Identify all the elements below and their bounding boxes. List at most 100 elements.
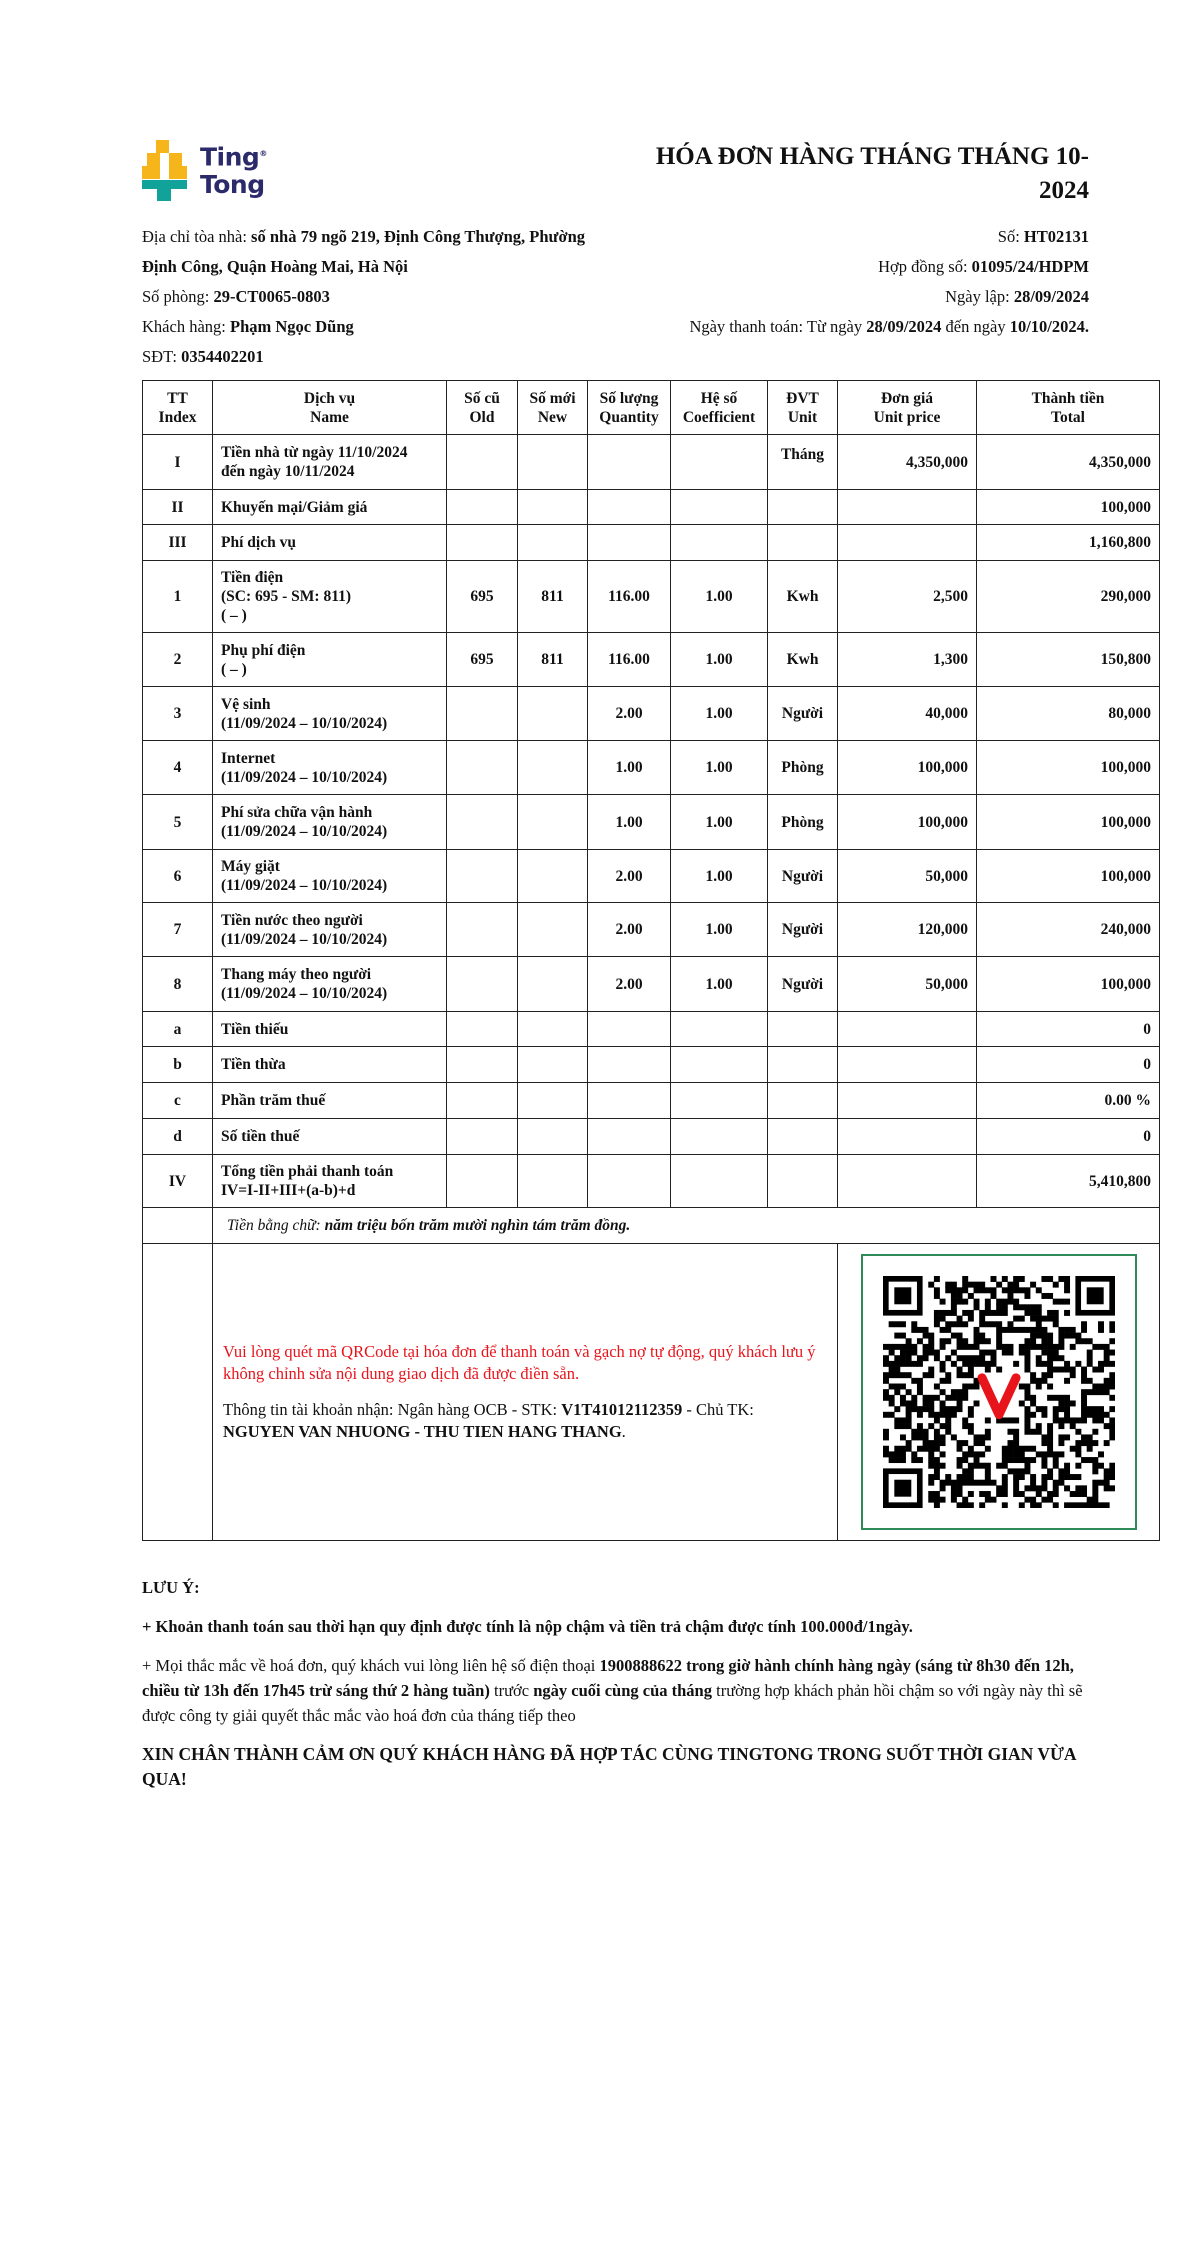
- cell-name: Tiền nước theo người (11/09/2024 – 10/10/…: [212, 902, 447, 957]
- cell-name: Máy giặt (11/09/2024 – 10/10/2024): [212, 849, 447, 903]
- cell-old: [446, 1082, 518, 1119]
- cell-coefficient: [670, 1118, 768, 1155]
- cell-quantity: 1.00: [587, 740, 671, 795]
- table-row: III Phí dịch vụ 1,160,800: [142, 524, 1160, 561]
- notes-heading: LƯU Ý:: [142, 1578, 200, 1597]
- cell-unit-price: 1,300: [837, 632, 977, 687]
- payment-period: Ngày thanh toán: Từ ngày 28/09/2024 đến …: [689, 317, 1089, 336]
- cell-new: [517, 902, 588, 957]
- cell-old: [446, 849, 518, 903]
- cell-new: [517, 1118, 588, 1155]
- cell-name: Vệ sinh (11/09/2024 – 10/10/2024): [212, 686, 447, 741]
- cell-unit-price: 100,000: [837, 794, 977, 850]
- cell-quantity: 116.00: [587, 632, 671, 687]
- cell-new: [517, 1082, 588, 1119]
- cell-old: [446, 902, 518, 957]
- cell-total: 290,000: [976, 560, 1160, 633]
- invoice-info: Địa chỉ tòa nhà: số nhà 79 ngõ 219, Định…: [142, 222, 1089, 372]
- cell-total: 100,000: [976, 794, 1160, 850]
- bank-account-info: Thông tin tài khoản nhận: Ngân hàng OCB …: [223, 1400, 754, 1441]
- cell-index: 6: [142, 849, 213, 903]
- cell-index: 8: [142, 956, 213, 1012]
- cell-old: [446, 1118, 518, 1155]
- qr-code-icon[interactable]: [882, 1276, 1115, 1508]
- thanks-message: XIN CHÂN THÀNH CẢM ƠN QUÝ KHÁCH HÀNG ĐÃ …: [142, 1744, 1076, 1789]
- contract-number: Hợp đồng số: 01095/24/HDPM: [878, 257, 1089, 276]
- address-line1: Địa chỉ tòa nhà: số nhà 79 ngõ 219, Định…: [142, 227, 586, 246]
- cell-quantity: 2.00: [587, 686, 671, 741]
- column-header: Dịch vụ Name: [212, 380, 447, 435]
- cell-coefficient: 1.00: [670, 794, 768, 850]
- table-row: I Tiền nhà từ ngày 11/10/2024 đến ngày 10…: [142, 434, 1160, 490]
- cell-coefficient: [670, 1046, 768, 1083]
- cell-name: Tổng tiền phải thanh toán IV=I-II+III+(a-…: [212, 1154, 447, 1208]
- cell-old: [446, 1154, 518, 1208]
- cell-old: [446, 956, 518, 1012]
- cell-unit: Phòng: [767, 740, 838, 795]
- cell-quantity: [587, 489, 671, 525]
- cell-unit: [767, 524, 838, 561]
- cell-quantity: [587, 434, 671, 490]
- cell-unit-price: 120,000: [837, 902, 977, 957]
- cell-coefficient: 1.00: [670, 956, 768, 1012]
- cell-name: Phụ phí điện( – ): [212, 632, 447, 687]
- cell-new: [517, 524, 588, 561]
- cell-name: Thang máy theo người (11/09/2024 – 10/10/…: [212, 956, 447, 1012]
- cell-old: [446, 740, 518, 795]
- cell-unit-price: 4,350,000: [837, 434, 977, 490]
- cell-coefficient: [670, 489, 768, 525]
- phone-number: SĐT: 0354402201: [142, 347, 264, 366]
- cell-quantity: [587, 1011, 671, 1047]
- cell-coefficient: 1.00: [670, 902, 768, 957]
- cell-unit: [767, 1046, 838, 1083]
- cell-name: Tiền nhà từ ngày 11/10/2024 đến ngày 10/1…: [212, 434, 447, 490]
- table-row: IV Tổng tiền phải thanh toán IV=I-II+III+…: [142, 1154, 1160, 1208]
- cell-coefficient: [670, 1011, 768, 1047]
- cell-old: [446, 434, 518, 490]
- cell-quantity: [587, 524, 671, 561]
- table-row: 8 Thang máy theo người (11/09/2024 – 10/1…: [142, 956, 1160, 1012]
- cell-quantity: 2.00: [587, 902, 671, 957]
- cell-coefficient: 1.00: [670, 849, 768, 903]
- cell-total: 100,000: [976, 849, 1160, 903]
- cell-name: Phí sửa chữa vận hành (11/09/2024 – 10/10…: [212, 794, 447, 850]
- cell-index: I: [142, 434, 213, 490]
- column-header: Thành tiền Total: [976, 380, 1160, 435]
- invoice-table: TT Index Dịch vụ Name Số cũ Old Số mới New Số lư…: [142, 380, 1160, 1541]
- qr-notice: Vui lòng quét mã QRCode tại hóa đơn để t…: [223, 1342, 816, 1383]
- cell-unit-price: 40,000: [837, 686, 977, 741]
- cell-name: Tiền thừa: [212, 1046, 447, 1083]
- cell-total: 100,000: [976, 489, 1160, 525]
- cell-index: 2: [142, 632, 213, 687]
- table-row: 5 Phí sửa chữa vận hành (11/09/2024 – 10/…: [142, 794, 1160, 850]
- cell-quantity: 116.00: [587, 560, 671, 633]
- cell-unit: Người: [767, 956, 838, 1012]
- cell-new: [517, 1154, 588, 1208]
- cell-unit: Kwh: [767, 632, 838, 687]
- column-header: Số cũ Old: [446, 380, 518, 435]
- cell-total: 0: [976, 1118, 1160, 1155]
- note-contact: + Mọi thắc mắc về hoá đơn, quý khách vui…: [142, 1656, 1083, 1725]
- cell-unit: Kwh: [767, 560, 838, 633]
- cell-total: 240,000: [976, 902, 1160, 957]
- cell-total: 4,350,000: [976, 434, 1160, 490]
- cell-old: 695: [446, 560, 518, 633]
- room-number: Số phòng: 29-CT0065-0803: [142, 287, 330, 306]
- table-row: d Số tiền thuế 0: [142, 1118, 1160, 1155]
- customer-name: Khách hàng: Phạm Ngọc Dũng: [142, 317, 354, 336]
- cell-old: [446, 524, 518, 561]
- cell-coefficient: 1.00: [670, 686, 768, 741]
- cell-name: Phí dịch vụ: [212, 524, 447, 561]
- amount-in-words-row: Tiền bằng chữ: năm triệu bốn trăm mười n…: [142, 1207, 1160, 1244]
- cell-index: 4: [142, 740, 213, 795]
- table-row: 3 Vệ sinh (11/09/2024 – 10/10/2024) 2.00 …: [142, 686, 1160, 741]
- cell-unit-price: [837, 1082, 977, 1119]
- cell-new: [517, 489, 588, 525]
- cell-unit-price: [837, 524, 977, 561]
- cell-new: [517, 1011, 588, 1047]
- cell-total: 0: [976, 1046, 1160, 1083]
- cell-old: [446, 1011, 518, 1047]
- cell-unit-price: 50,000: [837, 849, 977, 903]
- created-date: Ngày lập: 28/09/2024: [945, 287, 1089, 306]
- cell-unit-price: [837, 489, 977, 525]
